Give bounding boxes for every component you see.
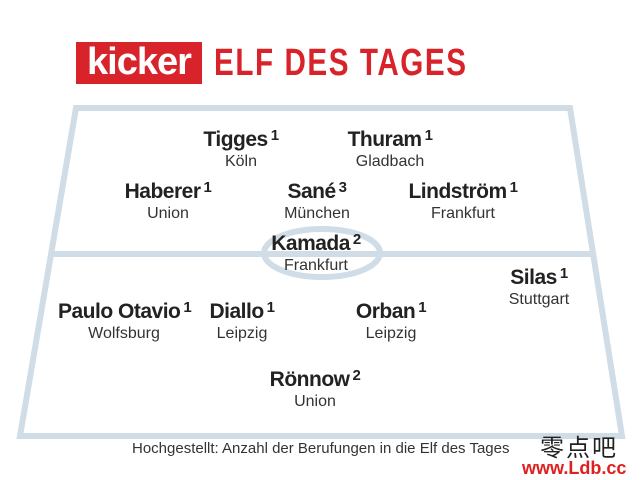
selection-count: 1: [270, 127, 279, 144]
player-name: Diallo 1: [209, 299, 275, 323]
player-club: München: [284, 205, 350, 222]
player-paulo-otavio: Paulo Otavio 1 Wolfsburg: [58, 299, 192, 344]
player-club: Stuttgart: [508, 291, 570, 308]
selection-count: 1: [509, 179, 518, 196]
selection-count: 1: [266, 299, 275, 316]
player-name: Thuram 1: [347, 127, 433, 151]
center-circle: [261, 226, 383, 280]
player-name: Rönnow 2: [269, 367, 361, 391]
player-name: Orban 1: [355, 299, 427, 323]
player-silas: Silas 1 Stuttgart: [494, 266, 584, 310]
player-haberer: Haberer 1 Union: [108, 180, 228, 224]
player-club: Frankfurt: [430, 205, 495, 222]
player-club: Frankfurt: [283, 257, 348, 274]
player-club: Gladbach: [355, 153, 425, 170]
selection-count: 2: [352, 367, 361, 384]
selection-count: 2: [352, 231, 361, 248]
selection-count: 1: [183, 299, 192, 316]
kicker-logo: kicker: [76, 42, 202, 84]
player-sane: Sané 3 München: [262, 180, 372, 224]
player-name: Kamada 2: [271, 231, 361, 255]
player-club: Leipzig: [216, 325, 268, 342]
player-name: Haberer 1: [124, 179, 212, 203]
selection-count: 3: [338, 179, 347, 196]
player-club: Union: [294, 393, 336, 410]
selection-count: 1: [424, 127, 433, 144]
player-roennow: Rönnow 2 Union: [256, 368, 374, 412]
pitch-outline: [16, 105, 626, 439]
player-diallo: Diallo 1 Leipzig: [196, 300, 288, 344]
player-tigges: Tigges 1 Köln: [186, 128, 296, 172]
page-title: ELF DES TAGES: [214, 42, 468, 84]
player-name: Paulo Otavio 1: [58, 299, 192, 323]
player-kamada: Kamada 2 Frankfurt: [256, 232, 376, 276]
player-name: Tigges 1: [203, 127, 279, 151]
player-club: Köln: [224, 153, 258, 170]
player-name: Lindström 1: [408, 179, 518, 203]
watermark-chinese: 零点吧: [540, 434, 618, 462]
player-name: Sané 3: [287, 179, 347, 203]
player-club: Wolfsburg: [88, 325, 160, 342]
player-lindstroem: Lindström 1 Frankfurt: [398, 180, 528, 224]
selection-count: 1: [418, 299, 427, 316]
player-club: Leipzig: [365, 325, 417, 342]
player-orban: Orban 1 Leipzig: [344, 300, 438, 344]
player-club: Union: [147, 205, 189, 222]
player-thuram: Thuram 1 Gladbach: [334, 128, 446, 172]
logo-text: kicker: [87, 41, 192, 83]
selection-count: 1: [559, 265, 568, 282]
selection-count: 1: [203, 179, 212, 196]
player-name: Silas 1: [510, 265, 568, 289]
footnote: Hochgestellt: Anzahl der Berufungen in d…: [132, 440, 510, 457]
watermark-url: www.Ldb.cc: [522, 458, 627, 478]
